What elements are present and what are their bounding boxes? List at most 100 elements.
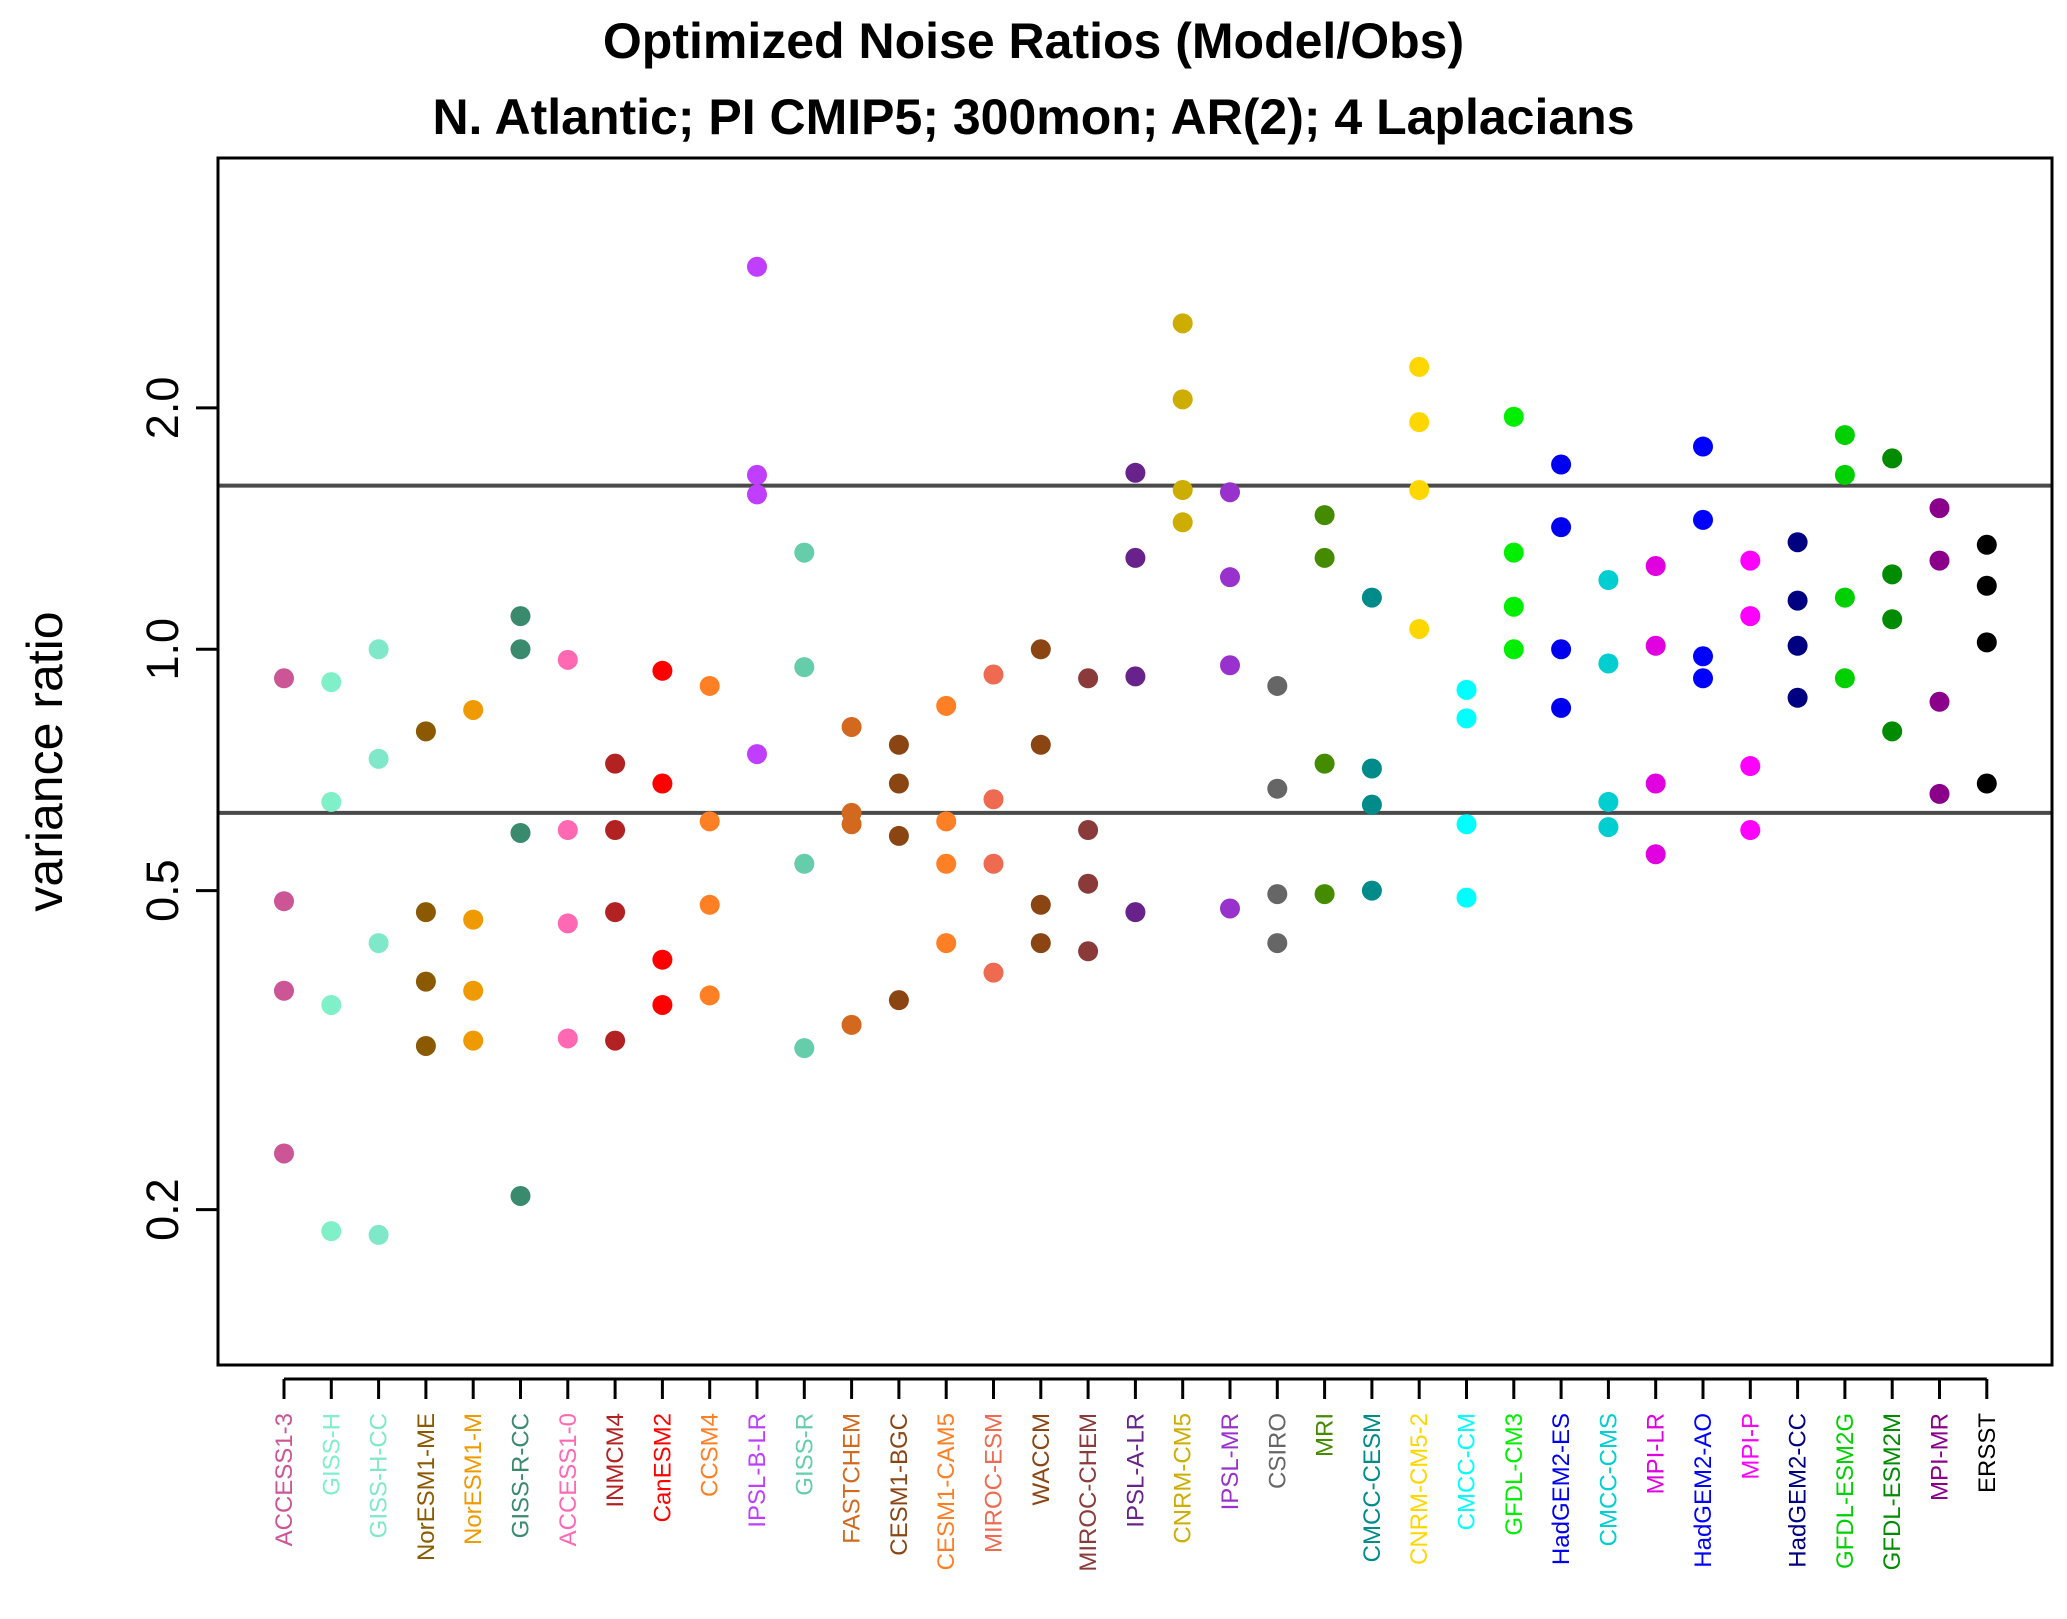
data-point [1693, 509, 1713, 530]
data-point [652, 773, 673, 794]
x-tick-label: WACCM [1028, 1413, 1055, 1505]
data-point [1645, 556, 1666, 577]
data-point [1314, 753, 1335, 774]
x-tick-label: GISS-H [318, 1413, 345, 1496]
data-point [557, 913, 578, 934]
data-point [321, 994, 342, 1015]
x-tick-label: ERSST [1974, 1413, 2001, 1493]
x-tick-label: INMCM4 [602, 1413, 629, 1508]
data-point [463, 980, 484, 1001]
y-tick-label: 0.5 [137, 859, 188, 922]
data-point [1551, 517, 1572, 538]
data-point [652, 994, 673, 1015]
data-point [557, 649, 578, 670]
x-tick-label: HadGEM2-AO [1690, 1413, 1717, 1568]
data-point [274, 891, 294, 912]
x-tick-label: HadGEM2-ES [1548, 1413, 1575, 1565]
x-tick-label: GFDL-ESM2M [1879, 1413, 1906, 1570]
x-tick-label: CSIRO [1264, 1413, 1291, 1489]
x-tick-label: GFDL-ESM2G [1832, 1413, 1859, 1569]
data-point [936, 853, 957, 874]
y-axis: 0.2 0.5 1.0 2.0 [137, 377, 220, 1241]
data-point [1740, 550, 1761, 571]
data-point [1456, 887, 1477, 908]
x-tick-label: CCSM4 [697, 1413, 724, 1497]
data-point [936, 933, 957, 954]
data-point [463, 909, 484, 930]
data-point [1456, 814, 1477, 835]
data-point [983, 962, 1004, 983]
data-point [747, 464, 767, 485]
data-point [936, 811, 957, 832]
data-point [699, 985, 720, 1006]
x-tick-label: NorESM1-ME [413, 1413, 440, 1561]
data-point [983, 664, 1004, 685]
data-point [1834, 425, 1855, 446]
data-point [1030, 933, 1051, 954]
data-point [1220, 567, 1240, 588]
data-point [605, 820, 626, 841]
data-point [368, 748, 389, 769]
data-point [1787, 590, 1808, 611]
x-tick-label: GISS-R-CC [508, 1413, 535, 1538]
data-point [888, 825, 909, 846]
data-point [1503, 542, 1524, 563]
data-point [1172, 480, 1193, 501]
data-point [557, 1028, 578, 1049]
data-point [1929, 783, 1950, 804]
data-point [1030, 734, 1051, 755]
data-point [274, 668, 294, 689]
reference-lines [218, 483, 2052, 815]
data-point [1503, 406, 1524, 427]
data-point [1361, 880, 1382, 901]
data-point [1882, 448, 1903, 469]
y-tick-label: 0.2 [137, 1178, 188, 1241]
data-point [1787, 635, 1808, 656]
x-tick-label: ACCESS1-0 [555, 1413, 582, 1546]
data-point [1172, 313, 1193, 334]
plot-frame [216, 156, 2054, 1367]
data-point [1740, 820, 1761, 841]
data-point [1220, 898, 1240, 919]
data-point [794, 542, 815, 563]
data-point [1078, 941, 1099, 962]
data-point [1882, 609, 1903, 630]
data-point [936, 695, 957, 716]
data-point [1125, 666, 1146, 687]
x-tick-label: IPSL-A-LR [1122, 1413, 1149, 1528]
x-tick-label: CanESM2 [649, 1413, 676, 1522]
x-axis: ACCESS1-3 GISS-H GISS-H-CC NorESM1-ME NorESM… [271, 1377, 2001, 1572]
data-point [1409, 412, 1430, 433]
data-point [1645, 635, 1666, 656]
data-point [1834, 587, 1855, 608]
data-point [321, 1221, 342, 1242]
data-point [983, 853, 1004, 874]
data-point [321, 672, 342, 693]
data-point [605, 753, 626, 774]
data-point [1834, 668, 1855, 689]
data-point [1267, 675, 1288, 696]
data-point [747, 256, 767, 277]
data-point [841, 814, 862, 835]
data-point [1787, 532, 1808, 553]
data-point [1929, 498, 1950, 519]
data-point [1220, 482, 1240, 503]
data-point [888, 990, 909, 1011]
data-point [699, 675, 720, 696]
data-point [1598, 791, 1619, 812]
x-tick-label: CESM1-CAM5 [933, 1413, 960, 1570]
data-point [652, 660, 673, 681]
data-point [1172, 389, 1193, 410]
data-point [1976, 773, 1997, 794]
data-point [1314, 884, 1335, 905]
x-tick-label: MPI-P [1737, 1413, 1764, 1480]
data-point [1409, 618, 1430, 639]
data-point [1834, 464, 1855, 485]
data-point [1409, 480, 1430, 501]
data-point [794, 1038, 815, 1059]
y-tick-label: 1.0 [137, 618, 188, 681]
x-tick-label: MIROC-ESM [981, 1413, 1008, 1553]
data-point [1551, 639, 1572, 660]
data-point [510, 822, 531, 843]
